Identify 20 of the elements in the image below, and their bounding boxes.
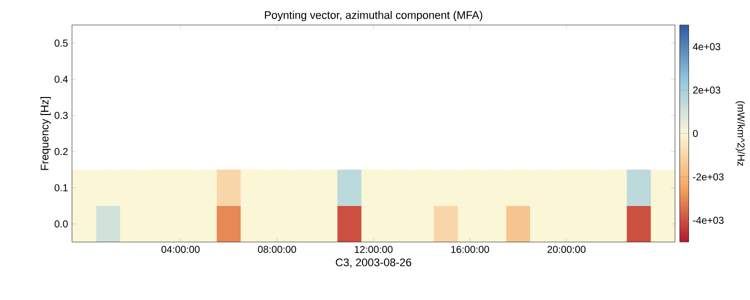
color-bar-title: (mW/km^2)/Hz <box>736 101 745 166</box>
x-axis-title: C3, 2003-08-26 <box>336 258 412 268</box>
y-tick-label: 0.1 <box>54 184 68 192</box>
color-bar-label: 4e+03 <box>692 43 720 50</box>
color-bar-label: -4e+03 <box>693 216 724 224</box>
color-bar-label: 0 <box>692 130 698 138</box>
chart-title: Poynting vector, azimuthal component (MFA) <box>264 10 482 22</box>
x-tick-label: 16:00:00 <box>451 246 490 253</box>
y-tick-label: 0.3 <box>54 112 68 119</box>
y-tick-label: 0.0 <box>54 220 68 228</box>
color-bar-label: -2e+03 <box>693 173 724 180</box>
y-tick-label: 0.5 <box>54 40 68 47</box>
x-tick-label: 12:00:00 <box>354 246 393 253</box>
y-tick-label: 0.4 <box>54 76 68 83</box>
color-bar-label: 2e+03 <box>693 86 720 94</box>
y-tick-label: 0.2 <box>54 148 68 156</box>
y-axis-title: Frequency [Hz] <box>40 97 51 170</box>
x-tick-label: 04:00:00 <box>161 246 200 253</box>
x-tick-label: 08:00:00 <box>258 246 296 253</box>
x-tick-label: 20:00:00 <box>548 246 586 253</box>
